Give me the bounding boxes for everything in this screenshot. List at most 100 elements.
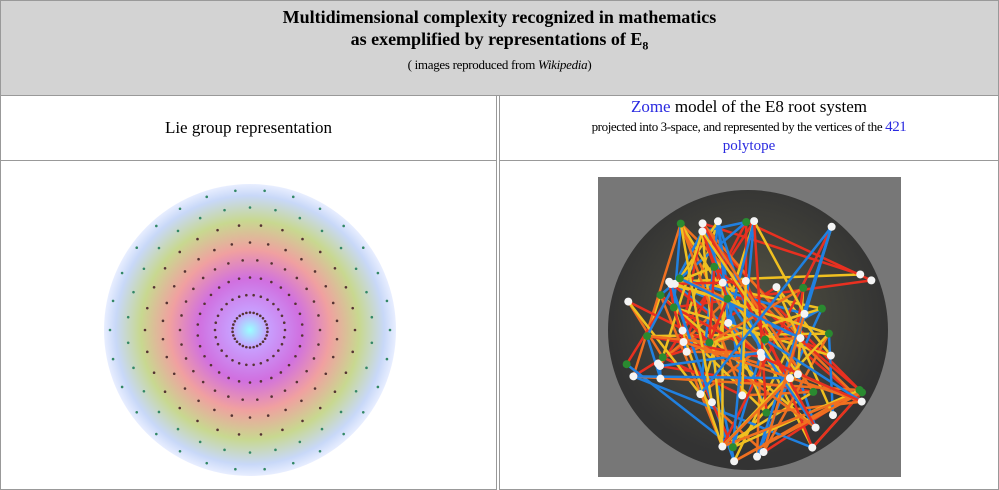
dot [146, 351, 149, 354]
dot [232, 334, 235, 337]
node [818, 305, 826, 313]
dot [177, 428, 180, 431]
dot [227, 262, 230, 265]
dot [112, 358, 115, 361]
node [698, 227, 706, 235]
node [757, 349, 765, 357]
dot [231, 359, 234, 362]
dot [336, 338, 339, 341]
node [705, 338, 713, 346]
dot [162, 320, 165, 323]
dot [199, 345, 202, 348]
node [710, 263, 718, 271]
dot [345, 286, 348, 289]
dot [153, 371, 156, 374]
dot [362, 246, 365, 249]
dot [245, 364, 248, 367]
dot [277, 308, 280, 311]
dot [305, 288, 308, 291]
dot [332, 302, 335, 305]
dot [180, 314, 183, 317]
dot [196, 323, 199, 326]
node [623, 360, 631, 368]
dot [227, 377, 230, 380]
dot [234, 468, 237, 471]
dot [121, 272, 124, 275]
dot [238, 343, 241, 346]
dot [355, 390, 358, 393]
dot [256, 398, 259, 401]
node [794, 370, 802, 378]
dot [270, 395, 273, 398]
node [772, 283, 780, 291]
dot [223, 449, 226, 452]
dot [164, 267, 167, 270]
node [708, 398, 716, 406]
dot [355, 267, 358, 270]
dot [227, 281, 230, 284]
dot [259, 343, 262, 346]
dot [214, 389, 217, 392]
dot [319, 329, 322, 332]
dot [249, 416, 252, 419]
dot [162, 338, 165, 341]
node [796, 334, 804, 342]
dot [274, 449, 277, 452]
dot [184, 270, 187, 273]
node [696, 390, 704, 398]
dot [234, 189, 237, 192]
dot [238, 224, 241, 227]
strut [687, 352, 761, 353]
dot [127, 316, 130, 319]
node [825, 330, 833, 338]
dot [245, 312, 248, 315]
dot [332, 356, 335, 359]
dot [266, 327, 269, 330]
dot [272, 303, 275, 306]
dot [238, 433, 241, 436]
dot [158, 411, 161, 414]
dot [238, 380, 241, 383]
dot [178, 251, 181, 254]
dot [274, 209, 277, 212]
dot [354, 329, 357, 332]
dot [218, 371, 221, 374]
dot [272, 355, 275, 358]
node [629, 372, 637, 380]
dot [324, 372, 327, 375]
dot [377, 386, 380, 389]
dot [217, 314, 220, 317]
node [656, 291, 664, 299]
node [679, 327, 687, 335]
dot [179, 450, 182, 453]
dot [252, 312, 255, 315]
dot [283, 336, 286, 339]
dot [135, 246, 138, 249]
node [699, 219, 707, 227]
dot [249, 276, 252, 279]
dot [300, 258, 303, 261]
node [856, 270, 864, 278]
dot [225, 355, 228, 358]
dot [143, 267, 146, 270]
dot [109, 329, 112, 332]
dot [288, 364, 291, 367]
dot [300, 399, 303, 402]
dot [283, 321, 286, 324]
dot [199, 312, 202, 315]
dot [313, 357, 316, 360]
dot [205, 462, 208, 465]
dot [284, 329, 287, 332]
dot [265, 334, 268, 337]
dot [386, 300, 389, 303]
dot [214, 268, 217, 271]
dot [197, 399, 200, 402]
dot [252, 294, 255, 297]
dot [314, 270, 317, 273]
node [742, 277, 750, 285]
dot [260, 433, 263, 436]
dot [321, 230, 324, 233]
dot [213, 249, 216, 252]
dot [280, 371, 283, 374]
dot [262, 317, 265, 320]
